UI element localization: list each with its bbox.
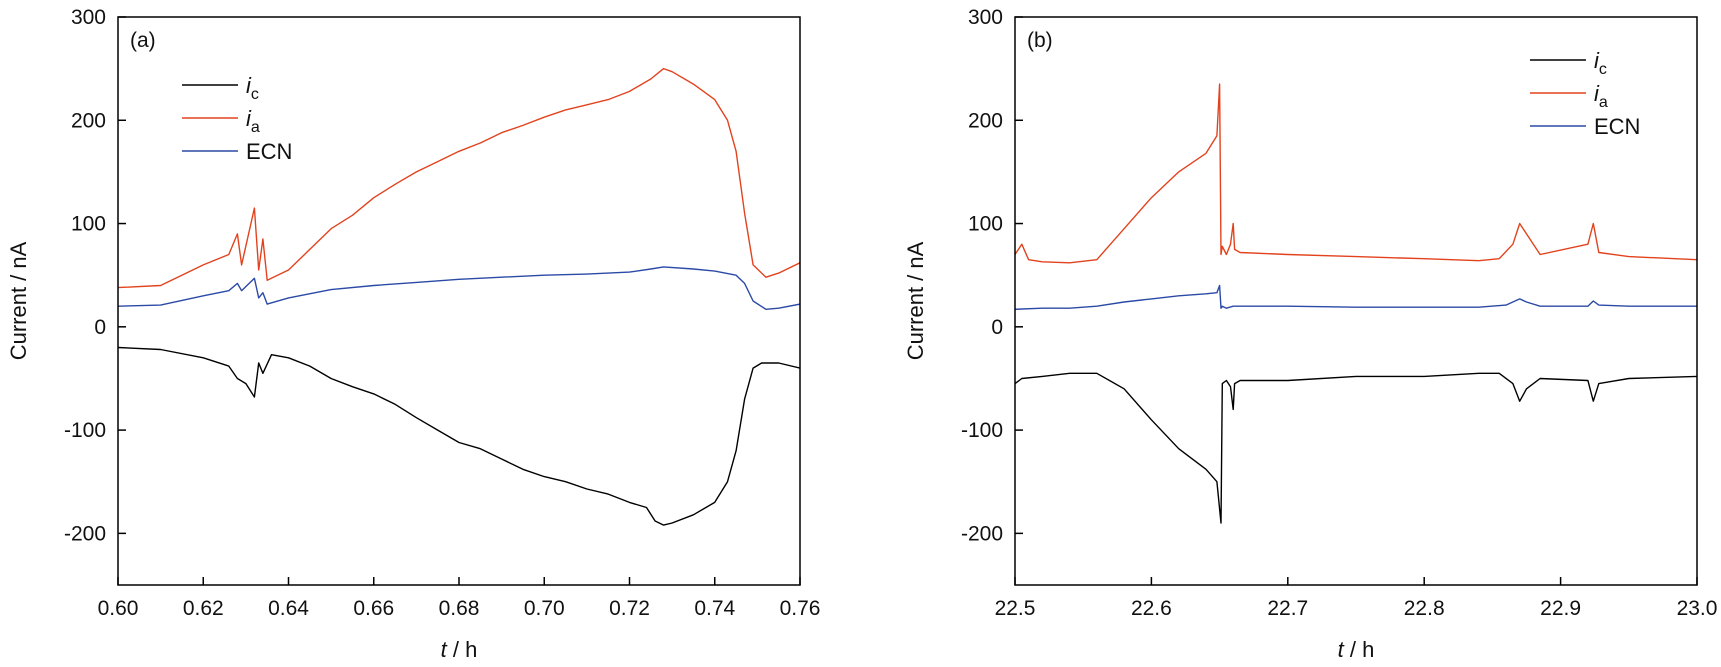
y-tick-label: 300 [968, 6, 1003, 29]
y-tick-label: 0 [991, 316, 1003, 339]
plot-frame [117, 16, 801, 586]
x-tick-label: 0.62 [183, 597, 224, 620]
legend-var: i [1594, 81, 1600, 106]
legend-subscript: c [1599, 61, 1607, 78]
x-tick-label: 22.9 [1540, 597, 1581, 620]
x-axis-unit: / h [1344, 637, 1375, 662]
x-tick-label: 0.66 [353, 597, 394, 620]
x-tick-label: 23.0 [1677, 597, 1718, 620]
panel-label: (a) [130, 29, 156, 52]
legend-label: ia [1594, 81, 1608, 111]
x-axis-var: t [1338, 637, 1345, 662]
legend-subscript: c [251, 86, 259, 103]
legend-label: ECN [1594, 114, 1640, 139]
x-tick-label: 22.7 [1267, 597, 1308, 620]
series-ecn-line [1015, 284, 1697, 310]
legend-label: ic [1594, 48, 1607, 78]
y-tick-label: -100 [961, 419, 1003, 442]
x-tick-label: 0.76 [780, 597, 821, 620]
y-tick-label: 200 [71, 109, 106, 132]
x-tick-label: 22.8 [1404, 597, 1445, 620]
legend-name: ECN [1594, 114, 1640, 139]
x-tick-label: 0.72 [609, 597, 650, 620]
series-ecn-line [118, 266, 800, 310]
series-ia-line [1015, 83, 1697, 264]
legend-label: ic [246, 73, 259, 103]
legend-name: ECN [246, 139, 292, 164]
y-tick-label: 200 [968, 109, 1003, 132]
x-tick-label: 0.60 [98, 597, 139, 620]
x-tick-label: 0.70 [524, 597, 565, 620]
y-tick-label: 300 [71, 6, 106, 29]
legend-subscript: a [251, 119, 260, 136]
legend-label: ia [246, 106, 260, 136]
x-tick-label: 0.64 [268, 597, 309, 620]
legend-var: i [1594, 48, 1600, 73]
x-axis-var: t [441, 637, 448, 662]
x-tick-label: 0.68 [439, 597, 480, 620]
legend-label: ECN [246, 139, 292, 164]
y-tick-label: -200 [961, 522, 1003, 545]
x-axis-title: t / h [1338, 637, 1375, 662]
x-axis-unit: / h [447, 637, 478, 662]
y-tick-label: -100 [64, 419, 106, 442]
legend-subscript: a [1599, 94, 1608, 111]
legend-var: i [246, 106, 252, 131]
chart-panel-b: 22.5 22.6 22.7 22.8 22.9 23.0 -200 -100 0 100 200 3… [903, 6, 1717, 662]
x-tick-label: 22.5 [995, 597, 1036, 620]
series-ic-line [118, 346, 800, 526]
x-axis-title: t / h [441, 637, 478, 662]
plot-frame [1014, 16, 1698, 586]
y-tick-label: 0 [94, 316, 106, 339]
chart-panel-a: 0.60 0.62 0.64 0.66 0.68 0.70 0.72 0.74 0.76 -200… [6, 6, 820, 662]
legend-var: i [246, 73, 252, 98]
y-axis-title: Current / nA [6, 241, 31, 360]
y-tick-label: 100 [968, 213, 1003, 236]
series-ic-line [1015, 372, 1697, 524]
x-tick-label: 22.6 [1131, 597, 1172, 620]
y-tick-label: -200 [64, 522, 106, 545]
x-tick-label: 0.74 [694, 597, 735, 620]
y-tick-label: 100 [71, 213, 106, 236]
panel-label: (b) [1027, 29, 1053, 52]
y-axis-title: Current / nA [903, 241, 928, 360]
series-ia-line [118, 67, 800, 289]
